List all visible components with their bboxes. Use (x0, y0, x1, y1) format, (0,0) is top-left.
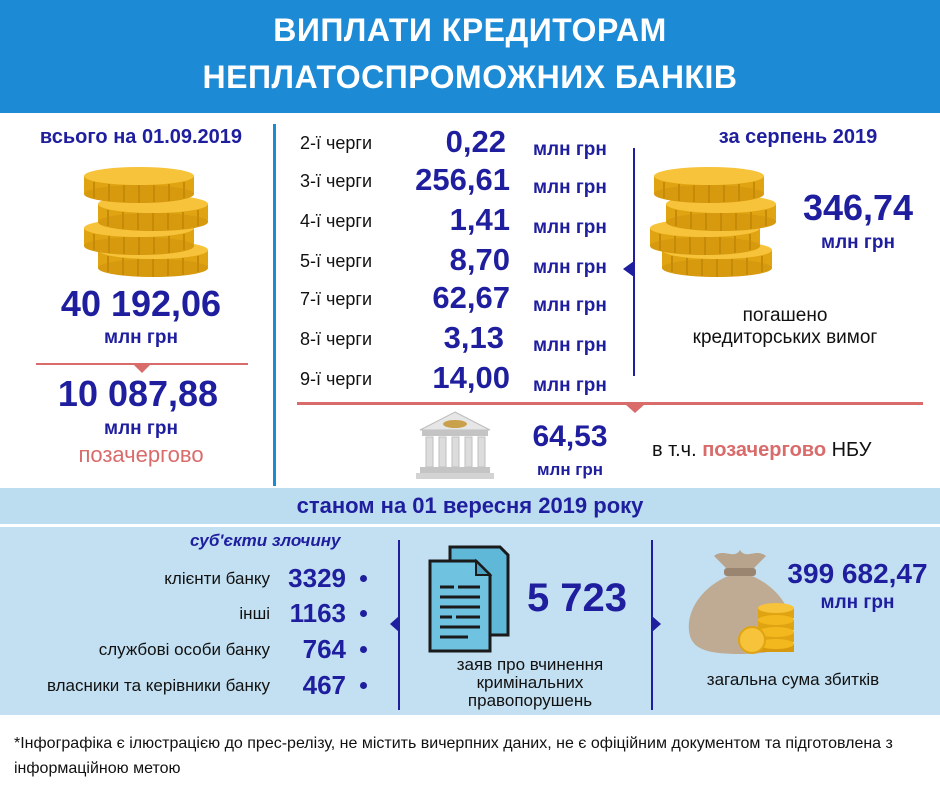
losses-caption: загальна сума збитків (706, 670, 880, 689)
queue-value: 1,41 (449, 202, 510, 237)
queue-unit: млн грн (533, 177, 607, 198)
middle-divider (297, 402, 923, 405)
queue-label: 2-ї черги (300, 133, 373, 153)
queue-label: 8-ї черги (300, 329, 373, 349)
total-amount: 40 192,06 (60, 283, 222, 324)
subject-label: клієнти банку (164, 569, 270, 588)
total-heading: всього на 01.09.2019 (39, 126, 243, 148)
queue-value: 256,61 (415, 162, 510, 197)
priority-amount: 10 087,88 (57, 373, 219, 414)
queue-value: 14,00 (432, 360, 510, 395)
reports-caption: заяв про вчинення кримінальних правопору… (456, 655, 604, 710)
total-unit: млн грн (104, 327, 178, 348)
coin-stack-icon (83, 166, 209, 278)
queue-label: 3-ї черги (300, 171, 373, 191)
queue-bracket (633, 148, 635, 376)
bracket-pointer-icon (623, 261, 634, 277)
queue-unit: млн грн (533, 375, 607, 396)
losses-unit: млн грн (820, 592, 895, 613)
divider-pointer-icon (625, 404, 645, 413)
august-amount: 346,74 (802, 187, 914, 228)
august-caption: погашено кредиторських вимог (692, 305, 878, 348)
header-banner (0, 0, 940, 113)
subjects-separator (398, 540, 400, 710)
status-band-title: станом на 01 вересня 2019 року (0, 488, 940, 524)
queue-unit: млн грн (533, 139, 607, 160)
bullet-icon (360, 646, 367, 653)
coin-stack-icon (650, 166, 777, 278)
subject-label: власники та керівники банку (46, 676, 270, 695)
queue-value: 3,13 (443, 320, 504, 355)
august-heading: за серпень 2019 (718, 126, 878, 148)
queue-unit: млн грн (533, 217, 607, 238)
august-unit: млн грн (821, 232, 895, 253)
subject-label: службові особи банку (98, 640, 270, 659)
nbu-amount: 64,53 (532, 420, 608, 453)
losses-amount: 399 682,47 (787, 558, 928, 589)
subject-value: 764 (302, 634, 346, 664)
priority-label: позачергово (78, 442, 204, 467)
nbu-unit: млн грн (536, 460, 604, 479)
priority-unit: млн грн (104, 418, 178, 439)
divider-pointer-icon (133, 364, 151, 373)
queue-value: 62,67 (432, 280, 510, 315)
subject-value: 467 (302, 670, 346, 700)
documents-icon (428, 545, 510, 653)
queue-label: 7-ї черги (300, 289, 373, 309)
separator-pointer-icon (390, 616, 399, 632)
money-bag-icon (688, 550, 794, 654)
subject-value: 1163 (289, 598, 346, 628)
queue-label: 9-ї черги (300, 369, 373, 389)
bank-building-icon (416, 411, 494, 479)
bullet-icon (360, 610, 367, 617)
queue-value: 0,22 (445, 124, 506, 159)
reports-count: 5 723 (526, 576, 628, 620)
title-line-2: НЕПЛАТОСПРОМОЖНИХ БАНКІВ (202, 59, 738, 95)
queue-unit: млн грн (533, 257, 607, 278)
queue-label: 5-ї черги (300, 251, 373, 271)
subjects-heading: суб'єкти злочину (190, 531, 341, 550)
bullet-icon (360, 682, 367, 689)
nbu-caption: в т.ч. позачергово НБУ (652, 439, 872, 461)
subject-value: 3329 (288, 563, 346, 593)
queue-value: 8,70 (449, 242, 510, 277)
queue-unit: млн грн (533, 335, 607, 356)
footnote: *Інфографіка є ілюстрацією до прес-реліз… (14, 735, 893, 777)
title-line-1: ВИПЛАТИ КРЕДИТОРАМ (273, 12, 667, 48)
subject-label: інші (239, 604, 270, 623)
queue-unit: млн грн (533, 295, 607, 316)
queue-label: 4-ї черги (300, 211, 373, 231)
bullet-icon (360, 575, 367, 582)
left-separator (273, 124, 276, 486)
separator-pointer-icon (652, 616, 661, 632)
